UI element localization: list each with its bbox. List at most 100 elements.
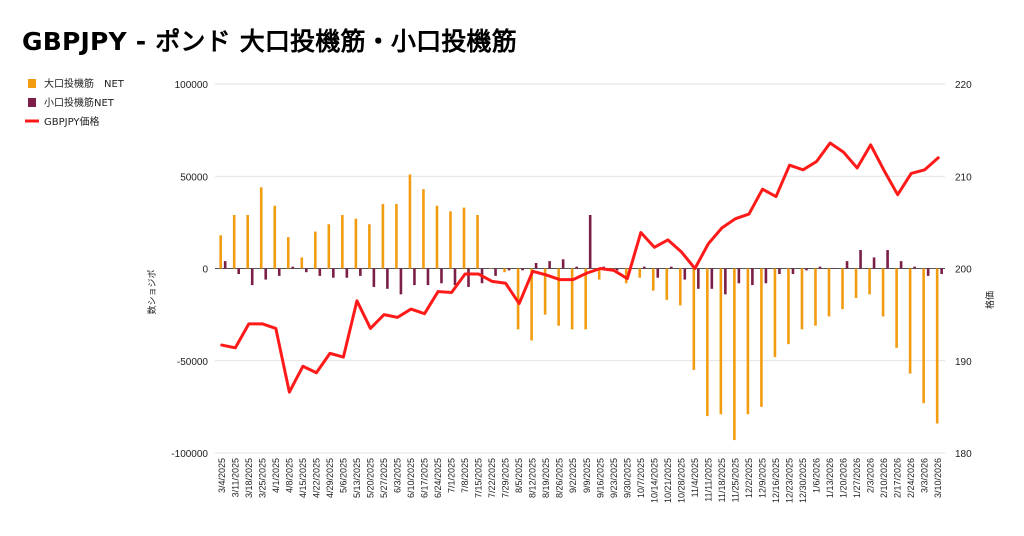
left-tick-label: -100000 — [171, 449, 208, 460]
bar-small-spec — [372, 268, 376, 287]
bar-large-spec — [597, 268, 601, 280]
bar-large-spec — [746, 268, 750, 415]
right-axis-ticks: 220 210 200 190 180 — [955, 80, 972, 460]
x-tick-label: 12/2/2025 — [744, 458, 754, 498]
bar-large-spec — [273, 205, 277, 269]
left-tick-label: -50000 — [177, 357, 209, 368]
bar-large-spec — [314, 231, 317, 269]
right-tick-label: 180 — [955, 449, 972, 460]
x-tick-label: 4/8/2025 — [284, 458, 294, 493]
bar-large-spec — [787, 268, 790, 345]
bar-small-spec — [345, 268, 349, 278]
bar-small-spec — [724, 268, 727, 295]
bar-large-spec — [462, 207, 466, 269]
x-tick-label: 3/10/2026 — [933, 458, 943, 498]
bar-large-spec — [868, 268, 871, 295]
bar-small-spec — [615, 268, 619, 271]
bar-small-spec — [764, 268, 768, 284]
legend-label-price: GBPJPY価格 — [44, 115, 100, 128]
bar-small-spec — [250, 268, 254, 286]
left-tick-label: 50000 — [180, 172, 208, 183]
bar-small-spec — [494, 268, 497, 276]
bar-small-spec — [588, 215, 592, 269]
bar-small-spec — [413, 268, 416, 286]
x-tick-label: 2/3/2026 — [866, 458, 876, 493]
x-tick-label: 2/17/2026 — [893, 458, 903, 498]
x-tick-label: 7/15/2025 — [474, 458, 484, 498]
bar-small-spec — [886, 250, 889, 269]
bar-small-spec — [845, 261, 849, 269]
bar-small-spec — [642, 266, 646, 269]
bar-small-spec — [805, 268, 808, 271]
bar-large-spec — [503, 268, 506, 273]
bar-large-spec — [395, 203, 398, 269]
legend: 大口投機筋 NET 小口投機筋NET GBPJPY価格 — [25, 77, 125, 128]
bar-large-spec — [422, 189, 425, 269]
bar-large-spec — [381, 203, 385, 269]
bar-small-spec — [453, 268, 457, 286]
bar-large-spec — [557, 268, 560, 326]
x-axis-ticks: 3/4/2025 3/11/2025 3/18/2025 3/25/2025 4/1/2… — [217, 458, 943, 503]
x-tick-label: 4/29/2025 — [325, 458, 335, 498]
bar-large-spec — [935, 268, 939, 424]
x-tick-label: 8/19/2025 — [541, 458, 551, 498]
x-tick-label: 10/21/2025 — [663, 458, 673, 503]
bar-small-spec — [534, 262, 538, 269]
bar-small-spec — [223, 261, 227, 269]
bar-small-spec — [521, 268, 524, 271]
bar-large-spec — [516, 268, 520, 330]
bar-large-spec — [543, 268, 547, 315]
bar-large-spec — [895, 268, 898, 348]
bar-large-spec — [341, 215, 344, 269]
x-tick-label: 3/4/2025 — [217, 458, 227, 493]
x-tick-label: 12/16/2025 — [771, 458, 781, 503]
left-tick-label: 100000 — [175, 80, 209, 91]
bar-small-spec — [426, 268, 430, 286]
x-tick-label: 4/15/2025 — [298, 458, 308, 498]
bar-large-spec — [584, 268, 587, 330]
bar-small-spec — [751, 268, 754, 286]
bar-large-spec — [854, 268, 858, 299]
left-axis-title: 数ショジポ — [146, 269, 158, 314]
x-tick-label: 9/2/2025 — [568, 458, 578, 493]
x-tick-label: 11/11/2025 — [703, 458, 713, 502]
x-tick-label: 8/26/2025 — [555, 458, 565, 498]
bar-small-spec — [926, 268, 930, 276]
bar-small-spec — [818, 266, 822, 269]
left-axis-ticks: 100000 50000 0 -50000 -100000 — [171, 80, 208, 460]
bar-small-spec — [359, 268, 362, 276]
bar-small-spec — [264, 268, 268, 280]
bar-large-spec — [719, 268, 723, 415]
legend-label-small-spec: 小口投機筋NET — [44, 96, 115, 109]
bar-large-spec — [259, 187, 263, 269]
x-tick-label: 11/4/2025 — [690, 458, 700, 497]
bar-small-spec — [575, 266, 578, 269]
x-tick-label: 11/18/2025 — [717, 458, 727, 502]
right-tick-label: 220 — [955, 80, 972, 91]
bar-small-spec — [669, 266, 673, 269]
left-tick-label: 0 — [202, 265, 208, 276]
x-tick-label: 12/30/2025 — [798, 458, 808, 503]
price-line — [220, 141, 940, 394]
gridlines — [215, 83, 945, 454]
chart-title: GBPJPY - ポンド 大口投機筋・小口投機筋 — [22, 27, 517, 56]
bar-large-spec — [733, 268, 736, 441]
bar-small-spec — [656, 268, 660, 278]
bar-large-spec — [435, 205, 439, 269]
bar-large-spec — [827, 268, 831, 317]
right-tick-label: 200 — [955, 265, 972, 276]
bar-large-spec — [354, 218, 358, 269]
bar-small-spec — [291, 266, 295, 269]
bar-small-spec — [399, 268, 403, 295]
right-axis-title: 格価 — [984, 291, 996, 309]
right-tick-label: 210 — [955, 172, 972, 183]
x-tick-label: 5/27/2025 — [379, 458, 389, 498]
bar-large-spec — [651, 268, 655, 291]
bar-small-spec — [237, 268, 240, 275]
bar-small-spec — [304, 268, 308, 273]
x-tick-label: 4/22/2025 — [311, 458, 321, 498]
bar-small-spec — [467, 268, 470, 287]
bar-large-spec — [814, 268, 817, 326]
bar-small-spec — [940, 268, 943, 275]
